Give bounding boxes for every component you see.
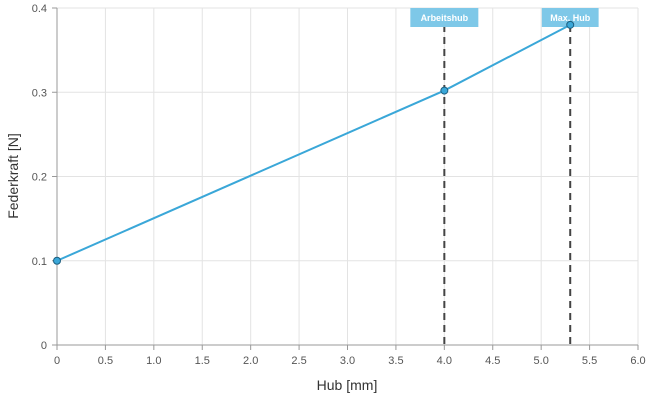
x-tick-label: 6.0 [630,355,645,367]
y-tick-label: 0.1 [32,256,47,268]
data-point [440,86,449,95]
marker-label-box [541,8,599,27]
x-tick-label: 5.0 [534,355,549,367]
x-axis-ticks: 0 0.5 1.0 1.5 2.0 2.5 3.0 3.5 4.0 4.5 5.0 5.5 6.0 [54,345,646,367]
x-tick-label: 1.5 [195,355,210,367]
y-tick-label: 0.2 [32,172,47,184]
y-axis-title: Federkraft [N] [5,133,21,219]
x-tick-label: 3.0 [340,355,355,367]
y-tick-label: 0.3 [32,87,47,99]
x-tick-label: 1.0 [146,355,161,367]
y-axis-ticks: 0 0.1 0.2 0.3 0.4 [32,3,57,352]
marker-label: Max. Hub [550,13,591,23]
y-tick-label: 0.4 [32,3,47,15]
grid [57,7,639,345]
x-tick-label: 4.5 [485,355,500,367]
series [53,20,575,265]
x-tick-label: 2.5 [291,355,306,367]
x-tick-label: 0.5 [98,355,113,367]
x-tick-label: 5.5 [582,355,597,367]
x-tick-label: 3.5 [388,355,403,367]
marker-label-box [410,8,479,27]
x-axis-title: Hub [mm] [317,377,378,393]
y-tick-label: 0 [41,340,47,352]
x-tick-label: 0 [54,355,60,367]
x-tick-label: 4.0 [437,355,452,367]
marker-label: Arbeitshub [421,13,469,23]
markers: Arbeitshub Max. Hub [410,8,599,345]
data-point [566,20,575,29]
x-tick-label: 2.0 [243,355,258,367]
data-point [53,256,61,265]
